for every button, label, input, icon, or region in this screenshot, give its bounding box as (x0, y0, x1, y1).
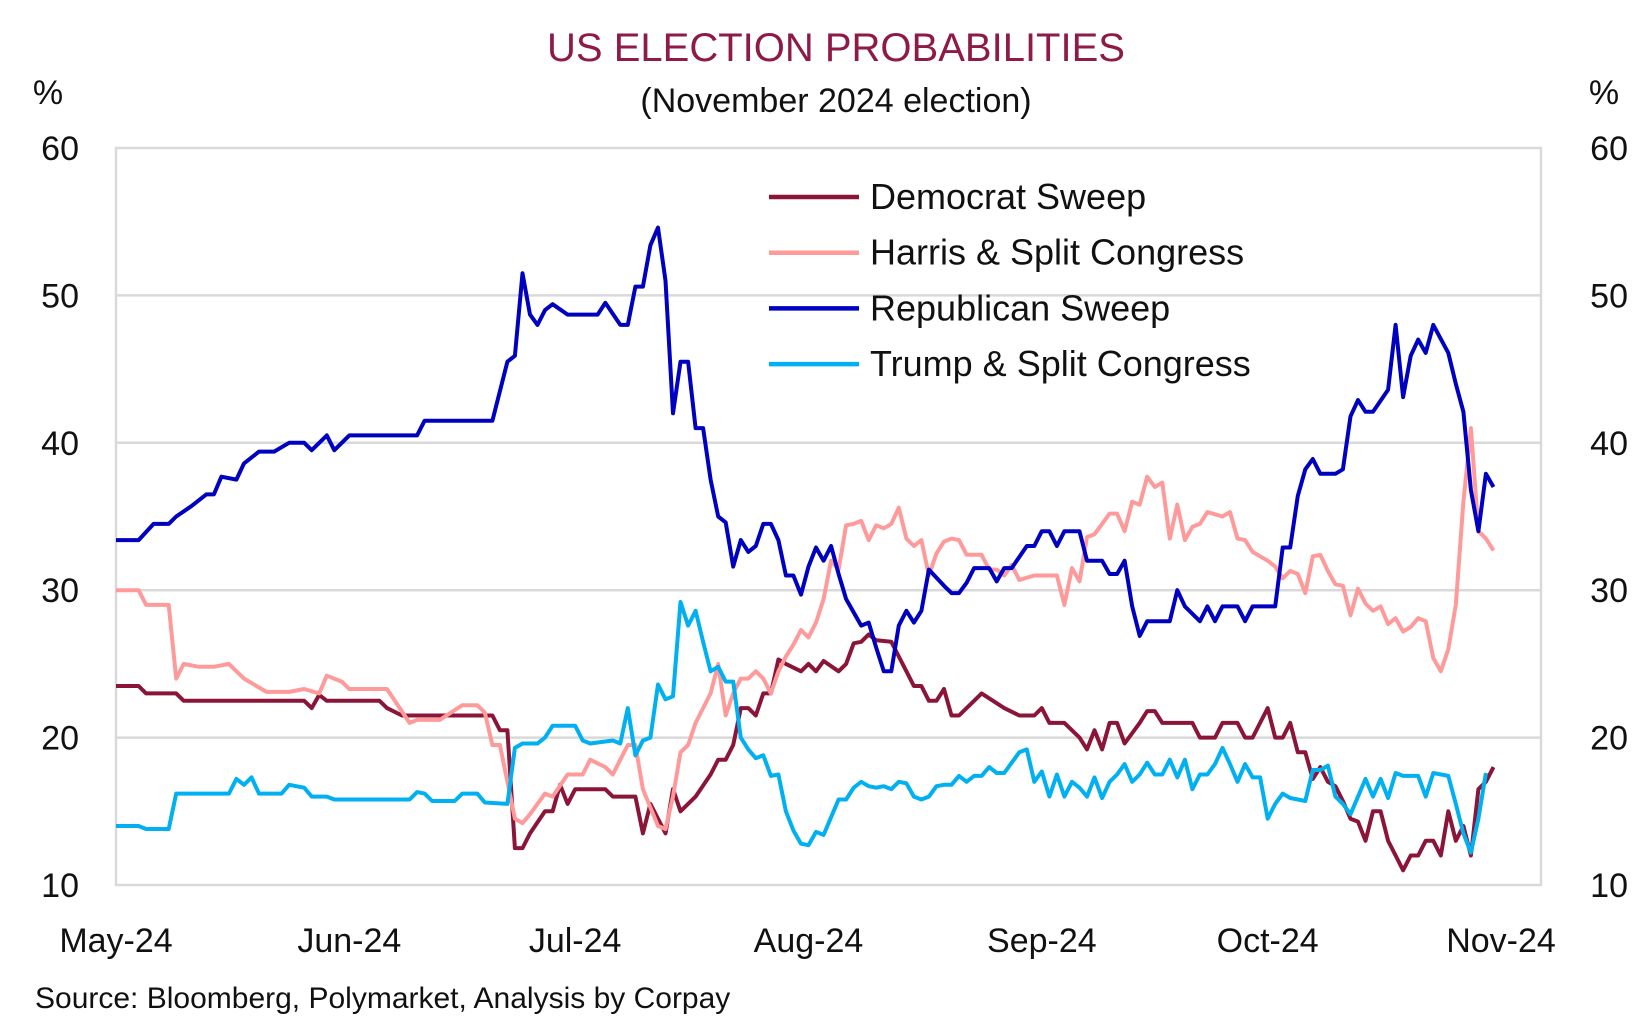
chart-subtitle: (November 2024 election) (640, 82, 1031, 120)
y-tick-label-right: 40 (1590, 425, 1628, 463)
left-axis-unit: % (33, 74, 63, 112)
legend-label: Republican Sweep (870, 287, 1170, 328)
legend-label: Harris & Split Congress (870, 232, 1244, 273)
y-tick-label-right: 30 (1590, 572, 1628, 610)
x-tick-label: Nov-24 (1446, 922, 1556, 960)
gridlines (116, 294, 1541, 739)
series-line-republican-sweep (116, 225, 1496, 674)
y-tick-label-left: 10 (41, 867, 79, 905)
y-tick-label-left: 50 (41, 277, 79, 315)
x-tick-label: Jun-24 (297, 922, 401, 960)
y-axis-ticks: 10 10 20 20 30 30 40 40 50 50 60 60 (41, 130, 1628, 905)
x-tick-label: Jul-24 (529, 922, 622, 960)
x-axis-ticks: May-24 Jun-24 Jul-24 Aug-24 Sep-24 Oct-24 Nov-… (59, 922, 1555, 960)
y-tick-label-left: 20 (41, 720, 79, 758)
series-line-harris-split-congress (116, 426, 1496, 831)
x-tick-label: Aug-24 (754, 922, 864, 960)
y-tick-label-left: 30 (41, 572, 79, 610)
y-tick-label-left: 60 (41, 130, 79, 168)
plot-frame (114, 146, 1543, 887)
legend-label: Democrat Sweep (870, 176, 1146, 217)
x-tick-label: Sep-24 (987, 922, 1097, 960)
legend-label: Trump & Split Congress (870, 343, 1251, 384)
legend: Democrat Sweep Harris & Split Congress Rep… (769, 176, 1251, 384)
y-tick-label-right: 60 (1590, 130, 1628, 168)
y-tick-label-right: 10 (1590, 867, 1628, 905)
series-lines (116, 225, 1496, 873)
right-axis-unit: % (1589, 74, 1619, 112)
series-line-trump-split-congress (116, 600, 1488, 855)
x-tick-label: Oct-24 (1217, 922, 1319, 960)
x-tick-label: May-24 (59, 922, 172, 960)
y-tick-label-right: 20 (1590, 720, 1628, 758)
source-note: Source: Bloomberg, Polymarket, Analysis … (35, 982, 730, 1015)
chart-title: US ELECTION PROBABILITIES (547, 26, 1125, 70)
series-line-democrat-sweep (116, 632, 1496, 873)
y-tick-label-left: 40 (41, 425, 79, 463)
y-tick-label-right: 50 (1590, 277, 1628, 315)
